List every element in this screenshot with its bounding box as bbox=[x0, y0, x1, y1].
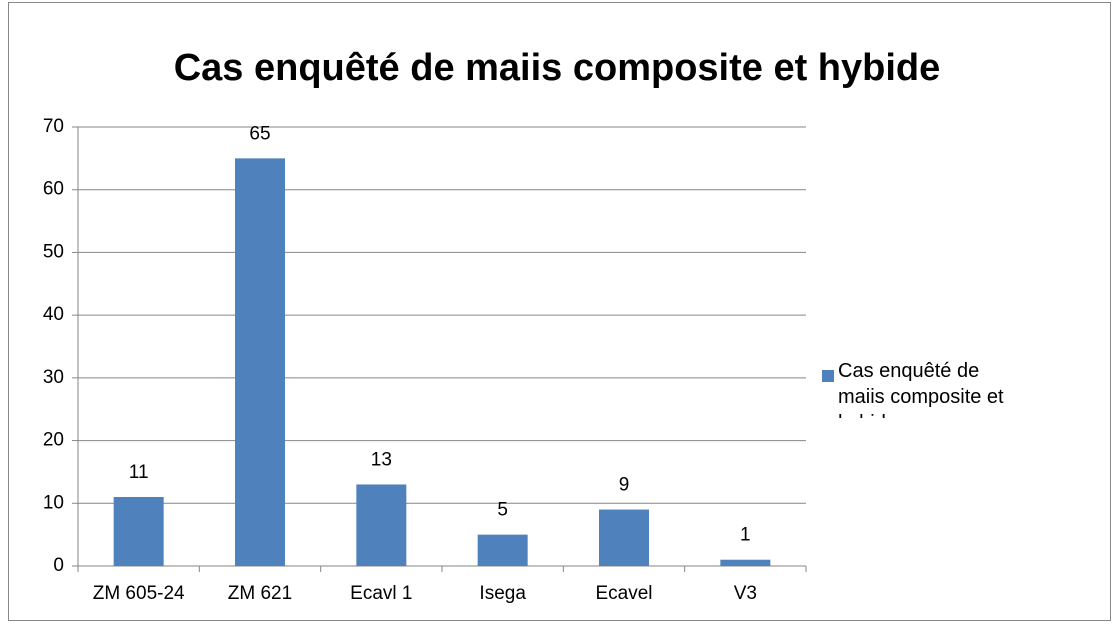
bar bbox=[113, 497, 164, 566]
y-tick-label: 50 bbox=[43, 241, 64, 262]
bar bbox=[477, 534, 528, 566]
y-tick-label: 20 bbox=[43, 430, 64, 451]
x-tick-label: Ecavl 1 bbox=[350, 583, 412, 604]
legend-swatch bbox=[822, 370, 834, 382]
y-tick-label: 10 bbox=[43, 492, 64, 513]
data-label: 1 bbox=[740, 525, 751, 546]
data-label: 5 bbox=[497, 500, 508, 521]
data-label: 65 bbox=[249, 123, 270, 144]
chart-title: Cas enquêté de maiis composite et hybide bbox=[174, 47, 941, 89]
bar bbox=[235, 158, 285, 566]
bar bbox=[356, 484, 407, 566]
bar bbox=[599, 509, 649, 566]
y-tick-label: 40 bbox=[43, 304, 64, 325]
legend-box: Cas enquêté de maiis composite et hybide bbox=[838, 360, 1004, 418]
y-tick-label: 0 bbox=[53, 555, 64, 576]
data-label: 13 bbox=[371, 449, 392, 470]
bar bbox=[720, 559, 771, 566]
data-label: 11 bbox=[129, 462, 149, 483]
x-tick-label: ZM 621 bbox=[228, 583, 292, 604]
x-tick-label: ZM 605-24 bbox=[93, 583, 185, 604]
y-tick-label: 30 bbox=[43, 367, 64, 388]
y-tick-label: 70 bbox=[43, 116, 64, 137]
x-tick-label: Isega bbox=[479, 583, 526, 604]
x-tick-label: Ecavel bbox=[595, 583, 652, 604]
x-tick-label: V3 bbox=[734, 583, 757, 604]
data-label: 9 bbox=[619, 475, 630, 496]
legend-label: Cas enquêté de maiis composite et hybide bbox=[838, 360, 1004, 418]
y-tick-label: 60 bbox=[43, 179, 64, 200]
chart-border bbox=[8, 2, 1111, 621]
